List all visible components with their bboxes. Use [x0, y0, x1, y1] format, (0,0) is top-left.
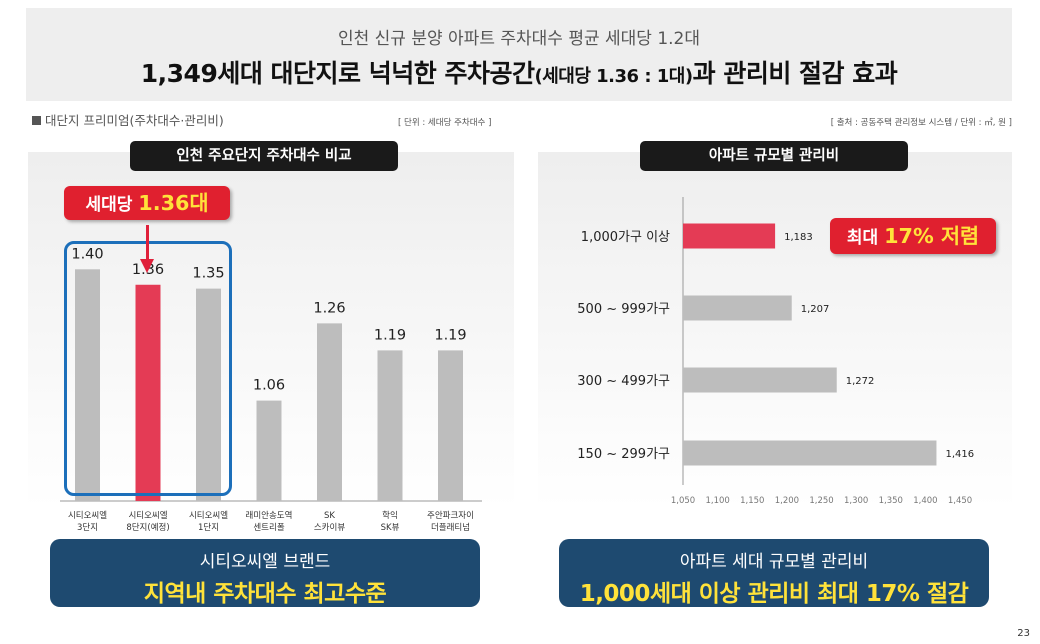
brand-highlight-box	[64, 241, 232, 496]
left-callout-text: 세대당	[85, 195, 139, 215]
x-tick-label-4-1: 스카이뷰	[314, 522, 345, 533]
x-tick-label-2-1: 1단지	[198, 522, 219, 533]
header-title-part1: 1,349세대 대단지로 넉넉한 주차공간	[140, 59, 535, 88]
right-callout-highlight: 17% 저렴	[884, 224, 980, 248]
x-tick-label-4-0: SK	[324, 511, 335, 521]
header-title: 1,349세대 대단지로 넉넉한 주차공간(세대당 1.36 : 1대)과 관리…	[26, 54, 1012, 90]
bar-value-label-0: 1.40	[71, 246, 103, 262]
x-tick-label-3-0: 래미안송도역	[246, 510, 293, 521]
bar-value-label-6: 1.19	[434, 327, 466, 343]
left-chart-panel	[28, 152, 514, 610]
x-tick-3: 1,200	[775, 496, 799, 506]
section-label-text: 대단지 프리미엄(주차대수·관리비)	[45, 113, 224, 128]
right-callout-text: 최대	[846, 228, 885, 248]
y-tick-label-2: 300 ~ 499가구	[577, 374, 670, 389]
x-tick-0: 1,050	[671, 496, 695, 506]
hbar-3	[683, 440, 937, 466]
x-tick-label-5-0: 학익	[382, 510, 398, 521]
y-tick-label-0: 1,000가구 이상	[581, 230, 670, 245]
unit-note-right: [ 출처 : 공동주택 관리정보 시스템 / 단위 : ㎡, 원 ]	[830, 118, 1012, 128]
unit-note-left: [ 단위 : 세대당 주차대수 ]	[398, 118, 492, 128]
x-tick-4: 1,250	[809, 496, 833, 506]
bar-value-label-3: 1.06	[253, 378, 285, 394]
down-arrow-icon	[140, 259, 154, 273]
x-tick-label-1-1: 8단지(예정)	[126, 522, 169, 533]
hbar-value-label-2: 1,272	[846, 376, 875, 387]
right-chart-title: 아파트 규모별 관리비	[640, 141, 908, 171]
y-tick-label-3: 150 ~ 299가구	[577, 447, 670, 462]
x-tick-6: 1,350	[879, 496, 903, 506]
page-number: 23	[1017, 628, 1030, 639]
header-title-part2: (세대당 1.36 : 1대)	[534, 66, 693, 87]
left-banner-line1: 시티오씨엘 브랜드	[199, 552, 331, 572]
left-chart-title: 인천 주요단지 주차대수 비교	[130, 141, 398, 171]
x-tick-8: 1,450	[948, 496, 972, 506]
bar-6	[438, 350, 463, 501]
x-tick-label-2-0: 시티오씨엘	[189, 511, 228, 521]
left-callout-highlight: 1.36대	[138, 191, 209, 215]
bar-2	[196, 288, 221, 501]
right-banner-line1: 아파트 세대 규모별 관리비	[679, 552, 869, 572]
right-banner-line2: 1,000세대 이상 관리비 최대 17% 절감	[579, 581, 969, 607]
x-tick-5: 1,300	[844, 496, 868, 506]
header-band: 인천 신규 분양 아파트 주차대수 평균 세대당 1.2대 1,349세대 대단…	[26, 8, 1012, 101]
x-tick-label-3-1: 센트리폴	[253, 522, 284, 533]
x-tick-label-0-1: 3단지	[77, 522, 98, 533]
bar-3	[256, 400, 282, 501]
header-subtitle: 인천 신규 분양 아파트 주차대수 평균 세대당 1.2대	[337, 29, 701, 49]
x-tick-1: 1,100	[705, 496, 729, 506]
header-title-part3: 과 관리비 절감 효과	[692, 59, 898, 88]
x-tick-label-1-0: 시티오씨엘	[128, 511, 167, 521]
section-label: 대단지 프리미엄(주차대수·관리비)	[32, 110, 224, 129]
right-summary-banner: 아파트 세대 규모별 관리비 1,000세대 이상 관리비 최대 17% 절감	[559, 539, 989, 607]
bar-value-label-2: 1.35	[192, 266, 224, 282]
bar-5	[377, 350, 403, 501]
hbar-value-label-1: 1,207	[801, 304, 830, 315]
hbar-0	[683, 223, 776, 249]
x-tick-7: 1,400	[913, 496, 937, 506]
down-arrow-shaft	[146, 225, 149, 261]
bar-value-label-5: 1.19	[374, 327, 406, 343]
bar-value-label-4: 1.26	[313, 300, 345, 316]
hbar-value-label-0: 1,183	[784, 232, 813, 243]
right-callout-badge: 최대 17% 저렴	[830, 218, 996, 254]
bar-4	[317, 323, 342, 501]
bar-1	[135, 284, 161, 501]
left-banner-line2: 지역내 주차대수 최고수준	[143, 581, 387, 607]
hbar-2	[683, 367, 837, 393]
x-tick-label-0-0: 시티오씨엘	[68, 511, 107, 521]
bar-0	[75, 269, 100, 501]
y-tick-label-1: 500 ~ 999가구	[577, 302, 670, 317]
square-bullet-icon	[32, 116, 41, 125]
x-tick-label-6-1: 더플래티넘	[431, 522, 470, 533]
x-tick-label-5-1: SK뷰	[381, 523, 400, 533]
x-tick-label-6-0: 주안파크자이	[427, 510, 474, 521]
x-tick-2: 1,150	[740, 496, 764, 506]
left-summary-banner: 시티오씨엘 브랜드 지역내 주차대수 최고수준	[50, 539, 480, 607]
hbar-1	[683, 295, 792, 321]
left-callout-badge: 세대당 1.36대	[64, 186, 230, 220]
hbar-value-label-3: 1,416	[945, 449, 974, 460]
